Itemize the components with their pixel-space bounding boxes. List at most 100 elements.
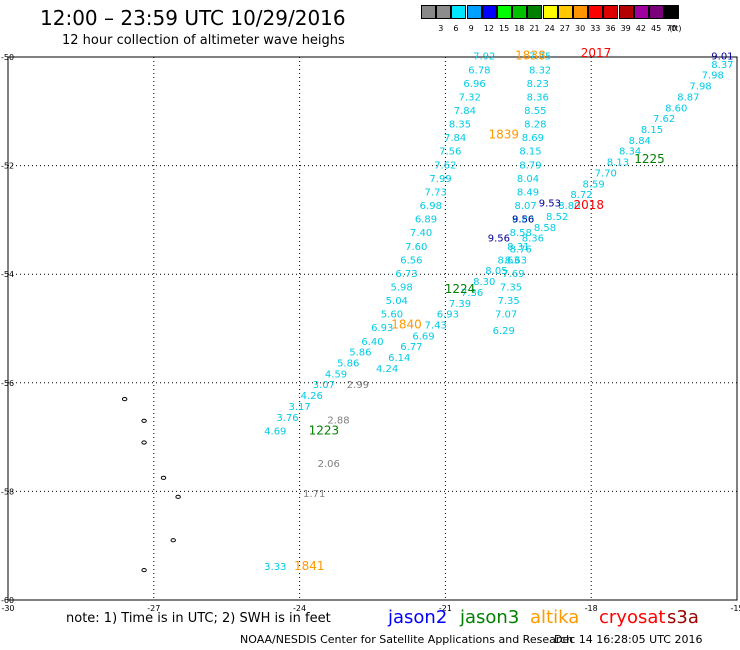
wave-height-value: 8.63: [497, 255, 519, 266]
wave-height-value: 8.07: [514, 201, 536, 212]
scale-swatch: [527, 5, 543, 19]
lat-tick-label: -56: [1, 379, 14, 388]
wave-height-value: 8.52: [546, 212, 568, 223]
wave-height-value: 8.23: [527, 79, 549, 90]
wave-height-value: 5.60: [381, 310, 403, 321]
lon-tick-label: -15: [730, 604, 740, 613]
wave-height-value: 7.32: [459, 92, 481, 103]
scale-label: 45: [651, 24, 662, 33]
scale-label: 3: [438, 24, 444, 33]
wave-height-value: 8.34: [619, 147, 641, 158]
scale-label: 39: [620, 24, 631, 33]
wave-height-value: 6.14: [388, 353, 410, 364]
island-outline: [141, 418, 147, 423]
wave-height-value: 8.28: [524, 120, 546, 131]
scale-swatch: [573, 5, 588, 19]
wave-height-value: 9.53: [539, 198, 561, 209]
scale-swatch: [633, 5, 649, 19]
scale-label: 6: [453, 24, 459, 33]
pass-time-label: 1223: [309, 423, 340, 437]
scale-unit: (ft): [669, 24, 682, 33]
wave-height-value: 8.69: [522, 133, 544, 144]
lon-tick-label: -30: [1, 604, 14, 613]
wave-height-value: 6.40: [361, 337, 383, 348]
wave-height-value: 8.36: [522, 234, 544, 245]
wave-height-value: 7.92: [473, 52, 495, 63]
wave-height-value: 7.62: [653, 114, 675, 125]
wave-height-value: 3.17: [288, 402, 310, 413]
map-frame: [7, 56, 738, 601]
pass-time-label: 1840: [391, 318, 422, 332]
wave-height-value: 2.88: [327, 416, 349, 427]
wave-height-value: 4.26: [301, 391, 323, 402]
wave-height-value: 7.35: [500, 282, 522, 293]
wave-height-value: 8.13: [607, 158, 629, 169]
wave-height-value: 7.75: [529, 52, 551, 63]
wave-height-value: 6.69: [412, 331, 434, 342]
wave-height-value: 1.71: [303, 489, 325, 500]
scale-label: 27: [559, 24, 570, 33]
credit-text: NOAA/NESDIS Center for Satellite Applica…: [240, 633, 574, 646]
wave-height-value: 8.37: [711, 60, 733, 71]
island-outline: [170, 538, 176, 543]
pass-time-label: 1841: [294, 559, 325, 573]
wave-height-value: 8.58: [510, 228, 532, 239]
wave-height-value: 6.73: [395, 269, 417, 280]
scale-swatch: [497, 5, 512, 19]
legend-entry-cryosat: cryosat: [599, 607, 666, 628]
wave-height-value: 8.72: [570, 190, 592, 201]
wave-height-value: 2.06: [318, 459, 340, 470]
pass-time-label: 1224: [445, 282, 476, 296]
scale-label: 12: [483, 24, 494, 33]
lat-tick-label: -50: [1, 53, 14, 62]
wave-height-value: 7.98: [702, 71, 724, 82]
wave-height-value: 3.76: [276, 413, 298, 424]
lat-tick-label: -54: [1, 270, 14, 279]
wave-height-value: 4.59: [325, 369, 347, 380]
wave-height-value: 2.99: [347, 380, 369, 391]
scale-swatch: [557, 5, 573, 19]
legend-entry-jason3: jason3: [460, 607, 520, 628]
wave-height-value: 8.60: [665, 103, 687, 114]
wave-height-value: 7.98: [689, 82, 711, 93]
island-outline: [175, 494, 181, 499]
wave-height-value: 9.56: [512, 215, 534, 226]
wave-height-value: 7.56: [439, 147, 461, 158]
wave-height-value: 8.58: [534, 223, 556, 234]
wave-height-value: 8.31: [507, 242, 529, 253]
wave-height-value: 7.73: [425, 187, 447, 198]
wave-height-value: 8.76: [510, 244, 532, 255]
island-outline: [141, 568, 147, 573]
lon-tick-label: -27: [147, 604, 160, 613]
scale-label: 9: [468, 24, 474, 33]
wave-height-value: 7.39: [449, 299, 471, 310]
wave-height-value: 8.32: [529, 65, 551, 76]
wave-height-value: 6.29: [493, 326, 515, 337]
wave-height-value: 8.36: [527, 92, 549, 103]
lat-tick-label: -58: [1, 487, 14, 496]
scale-swatch: [542, 5, 558, 19]
island-outline: [141, 440, 147, 445]
wave-height-value: 8.80: [512, 215, 534, 226]
wave-height-value: 8.05: [485, 266, 507, 277]
wave-height-value: 4.69: [264, 426, 286, 437]
lon-tick-label: -18: [585, 604, 598, 613]
page-subtitle: 12 hour collection of altimeter wave hei…: [62, 33, 345, 48]
wave-height-value: 7.60: [405, 242, 427, 253]
lat-tick-label: -52: [1, 162, 14, 171]
legend-entry-jason2: jason2: [388, 607, 448, 628]
island-outline: [160, 475, 167, 480]
scale-label: 24: [544, 24, 555, 33]
wave-height-value: 5.04: [386, 296, 408, 307]
wave-height-value: 6.96: [463, 79, 485, 90]
scale-swatch: [466, 5, 482, 19]
scale-swatch: [421, 5, 436, 19]
pass-time-label: 2018: [573, 198, 604, 212]
wave-height-value: 5.86: [337, 359, 359, 370]
wave-height-value: 8.80: [558, 201, 580, 212]
wave-height-value: 4.24: [376, 364, 398, 375]
wave-height-value: 8.63: [505, 255, 527, 266]
wave-height-value: 7.84: [454, 106, 476, 117]
wave-height-value: 7.99: [429, 174, 451, 185]
wave-height-value: 8.55: [524, 106, 546, 117]
